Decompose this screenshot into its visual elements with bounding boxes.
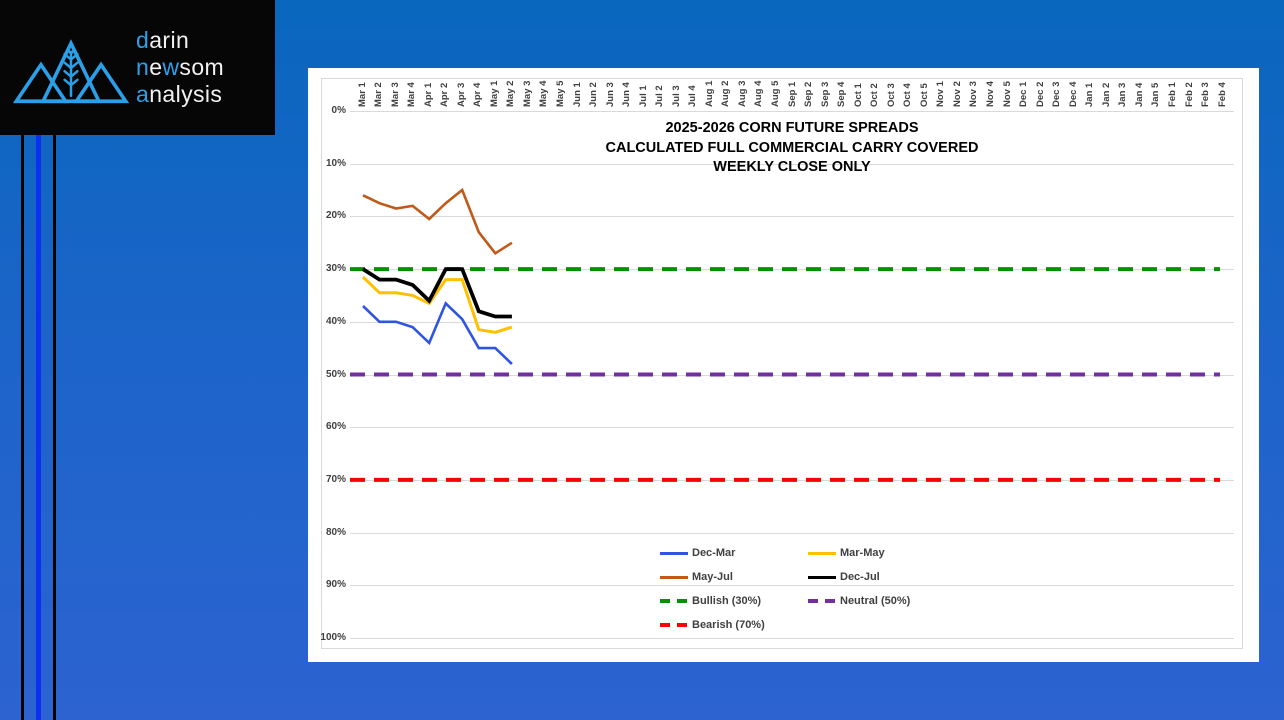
- gridline: [350, 585, 1234, 587]
- legend-item-bearish-70-: Bearish (70%): [660, 616, 765, 634]
- legend-label: Mar-May: [840, 547, 885, 559]
- brand-wordmark-line: analysis: [136, 81, 224, 108]
- vertical-stripe-black-right: [53, 0, 56, 720]
- brand-wordmark-line: darin: [136, 27, 224, 54]
- brand-wordmark: darin newsom analysis: [136, 27, 224, 108]
- chart-title-line-2: CALCULATED FULL COMMERCIAL CARRY COVERED: [605, 139, 979, 156]
- vertical-stripe-blue: [36, 0, 41, 720]
- legend-item-neutral-50-: Neutral (50%): [808, 592, 910, 610]
- y-axis-tick-label: 80%: [325, 526, 346, 538]
- series-line-dec-mar: [362, 301, 513, 365]
- wordmark-letters: e: [149, 54, 163, 80]
- legend-item-dec-mar: Dec-Mar: [660, 544, 735, 562]
- y-axis-tick-label: 70%: [325, 473, 346, 485]
- legend-label: Bullish (30%): [692, 595, 762, 607]
- wordmark-accent-letter: a: [136, 81, 150, 107]
- gridline: [350, 532, 1234, 534]
- y-axis-tick-label: 60%: [325, 421, 346, 433]
- y-axis-tick-label: 20%: [325, 210, 346, 222]
- legend-swatch-icon: [808, 551, 836, 555]
- legend-swatch-icon: [660, 551, 688, 555]
- wordmark-accent-letter: w: [162, 54, 180, 80]
- gridline: [350, 111, 1234, 112]
- y-axis-tick-label: 0%: [331, 105, 346, 116]
- gridline: [350, 427, 1234, 429]
- wordmark-letters: nalysis: [149, 81, 223, 107]
- y-axis-tick-label: 90%: [325, 579, 346, 591]
- gridline: [350, 216, 1234, 218]
- y-axis-tick-label: 100%: [320, 632, 346, 643]
- series-line-dec-jul: [361, 267, 512, 319]
- legend-swatch-icon: [808, 575, 836, 579]
- chart-title-line-1: 2025-2026 CORN FUTURE SPREADS: [665, 120, 919, 136]
- y-axis-tick-label: 10%: [325, 157, 346, 169]
- legend-item-mar-may: Mar-May: [808, 544, 885, 562]
- wordmark-letters: arin: [149, 27, 190, 53]
- series-line-mar-may: [361, 275, 513, 334]
- legend-swatch-icon: [660, 623, 688, 627]
- chart-title-line-3: WEEKLY CLOSE ONLY: [713, 159, 871, 175]
- plot-area-border: [321, 78, 1243, 649]
- y-axis-tick-label: 40%: [325, 315, 346, 327]
- legend-item-bullish-30-: Bullish (30%): [660, 592, 761, 610]
- legend-label: Dec-Jul: [840, 571, 880, 583]
- legend-item-dec-jul: Dec-Jul: [808, 568, 880, 586]
- wordmark-letters: som: [179, 54, 225, 80]
- brand-wordmark-line: newsom: [136, 54, 224, 81]
- brand-logo: darin newsom analysis: [0, 0, 275, 135]
- mountains-wheat-icon: [12, 38, 130, 103]
- chart-title: 2025-2026 CORN FUTURE SPREADS CALCULATED…: [350, 119, 1234, 178]
- legend-swatch-icon: [660, 599, 688, 603]
- legend-item-may-jul: May-Jul: [660, 568, 733, 586]
- y-axis-tick-label: 50%: [325, 368, 346, 380]
- wordmark-accent-letter: n: [136, 54, 150, 80]
- gridline: [350, 163, 1234, 165]
- gridline: [350, 638, 1234, 639]
- legend-label: May-Jul: [692, 571, 733, 583]
- legend-label: Dec-Mar: [692, 547, 736, 559]
- gridline: [350, 321, 1234, 323]
- legend-label: Neutral (50%): [840, 595, 911, 607]
- legend-swatch-icon: [808, 599, 836, 603]
- legend-label: Bearish (70%): [692, 619, 765, 631]
- vertical-stripe-black-left: [21, 0, 24, 720]
- y-axis-tick-label: 30%: [325, 263, 346, 275]
- series-lines-layer: [350, 187, 1220, 482]
- wordmark-accent-letter: d: [136, 27, 150, 53]
- series-line-may-jul: [362, 187, 513, 256]
- legend-swatch-icon: [660, 575, 688, 579]
